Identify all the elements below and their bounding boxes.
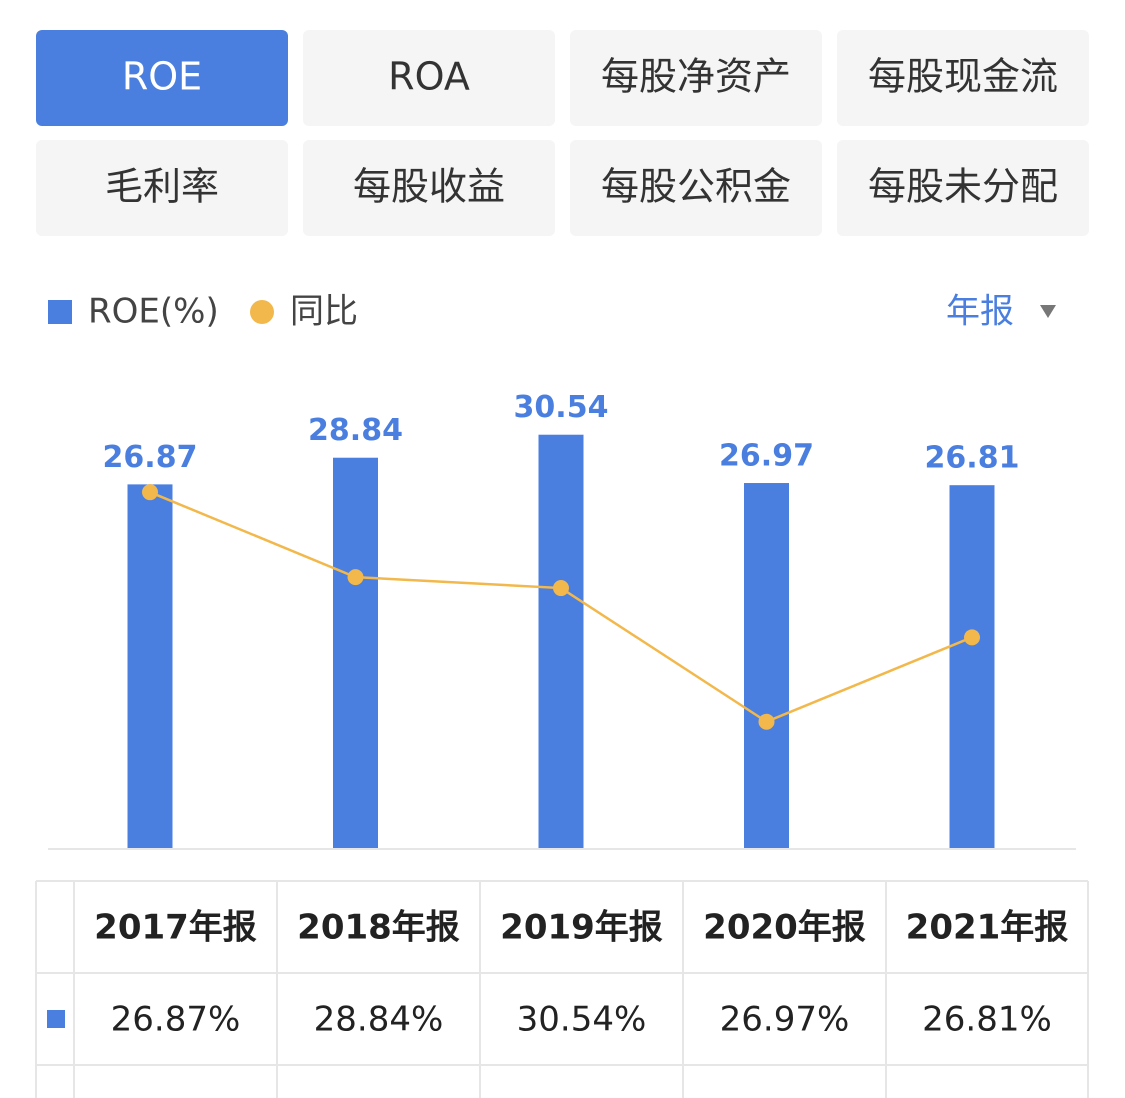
line-point xyxy=(553,580,569,597)
line-point xyxy=(758,713,775,730)
tab[interactable] xyxy=(837,140,1089,236)
bar xyxy=(744,483,789,848)
data-label: 26.97 xyxy=(719,439,814,474)
bar xyxy=(127,484,173,848)
row-swatch xyxy=(47,1010,65,1028)
table-cell: 28.84% xyxy=(314,1000,444,1040)
tab-label[interactable]: 每股收益 xyxy=(353,165,505,209)
tab[interactable] xyxy=(36,140,288,236)
legend-label: ROE(%) xyxy=(88,292,219,332)
tab[interactable] xyxy=(837,30,1089,126)
dropdown-arrow[interactable] xyxy=(1040,305,1056,318)
line-point xyxy=(347,569,364,586)
data-label: 30.54 xyxy=(514,390,609,425)
bar xyxy=(538,434,584,848)
tab-label[interactable]: 每股净资产 xyxy=(601,55,791,99)
tab-label[interactable]: 每股公积金 xyxy=(601,165,791,209)
table-cell: 30.54% xyxy=(517,1000,647,1040)
table-cell: 26.81% xyxy=(922,1000,1052,1040)
legend-label: 同比 xyxy=(290,292,358,332)
tab-label[interactable]: 毛利率 xyxy=(105,165,219,209)
tab-label[interactable]: ROA xyxy=(388,55,470,99)
legend-swatch xyxy=(250,300,274,324)
table-cell: 26.97% xyxy=(720,1000,850,1040)
data-label: 28.84 xyxy=(308,413,403,448)
data-label: 26.87 xyxy=(103,440,198,475)
table-cell: 26.87% xyxy=(111,1000,241,1040)
bar xyxy=(333,457,378,848)
tab[interactable] xyxy=(570,140,822,236)
table-header: 2019年报 xyxy=(500,908,663,948)
period-selector[interactable]: 年报 xyxy=(946,292,1014,332)
line-point xyxy=(142,484,158,501)
bar xyxy=(949,485,995,848)
table-header: 2021年报 xyxy=(906,908,1069,948)
tab[interactable] xyxy=(570,30,822,126)
tab[interactable] xyxy=(303,140,555,236)
tab-label[interactable]: 每股现金流 xyxy=(868,55,1058,99)
data-label: 26.81 xyxy=(925,441,1020,476)
line-point xyxy=(964,629,980,646)
legend-swatch xyxy=(48,300,72,324)
tab-label[interactable]: ROE xyxy=(122,55,202,99)
table-header: 2017年报 xyxy=(94,908,257,948)
table-header: 2020年报 xyxy=(703,908,866,948)
tab[interactable] xyxy=(36,30,288,126)
tab[interactable] xyxy=(303,30,555,126)
tab-label[interactable]: 每股未分配 xyxy=(868,165,1058,209)
table-header: 2018年报 xyxy=(297,908,460,948)
